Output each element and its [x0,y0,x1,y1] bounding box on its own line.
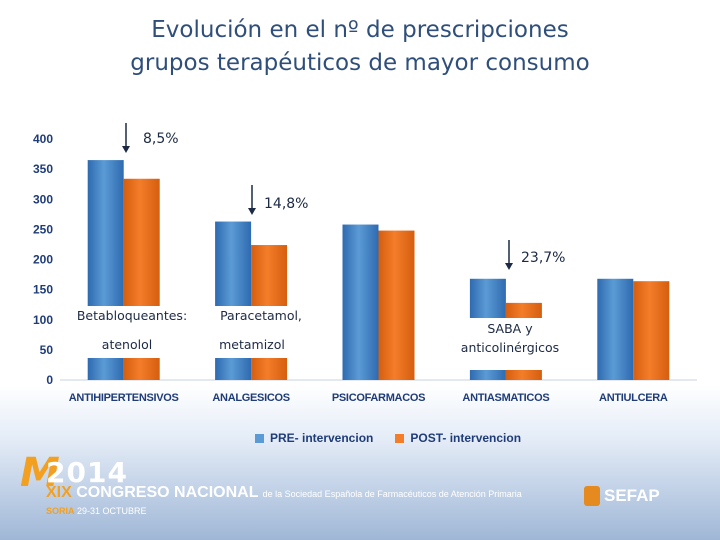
annotation-line-1: Paracetamol, [220,308,302,323]
annotation-box [70,306,194,358]
bar-pre-antiulcera [597,278,634,380]
y-tick-label: 250 [33,222,53,236]
x-tick-label: ANTIULCERA [599,392,668,404]
y-tick-label: 50 [40,343,54,357]
annotation-percent: 23,7% [521,250,565,266]
annotation-line-2: metamizol [219,337,285,352]
x-tick-label: PSICOFARMACOS [332,392,425,404]
legend-label-post: POST- intervencion [410,431,522,445]
legend-label-pre: PRE- intervencion [270,431,374,445]
x-tick-label: ANALGESICOS [212,392,289,404]
congress-name: XIX CONGRESO NACIONAL de la Sociedad Esp… [46,484,522,502]
annotation-line-1: Betabloqueantes: [77,308,187,323]
legend-item-post: POST- intervencion [395,431,521,445]
congress-dates: 29-31 OCTUBRE [77,506,147,516]
x-tick-label: ANTIHIPERTENSIVOS [69,392,179,404]
annotation-box [454,318,566,370]
annotation-arrow-head [248,208,256,215]
bar-pre-psicofarmacos [342,224,379,380]
bar-post-antiulcera [633,281,670,380]
congress-edition: XIX [46,484,72,501]
congress-title: CONGRESO NACIONAL [76,484,259,501]
y-tick-label: 300 [33,192,53,206]
sefap-logo-text: SEFAP [604,486,660,505]
y-tick-label: 150 [33,283,53,297]
chart-title-line-1: Evolución en el nº de prescripciones [151,17,569,43]
annotation-line-2: anticolinérgicos [461,340,559,355]
y-tick-label: 200 [33,253,53,267]
chart-title: Evolución en el nº de prescripciones gru… [0,14,720,80]
annotation-percent: 14,8% [264,196,308,212]
congress-city: SORIA [46,506,75,516]
legend-swatch-pre [255,433,264,443]
x-tick-label: ANTIASMATICOS [462,392,549,404]
chart-title-line-2: grupos terapéuticos de mayor consumo [130,50,590,76]
y-tick-label: 0 [46,373,53,387]
sefap-logo: SEFAP [584,486,660,506]
congress-logo-letter: M [20,450,60,496]
annotation-line-1: SABA y [487,321,533,336]
y-tick-label: 350 [33,162,53,176]
y-tick-label: 100 [33,313,53,327]
annotation-line-2: atenolol [102,337,152,352]
annotation-arrow-head [505,263,513,270]
congress-date: SORIA 29-31 OCTUBRE [46,506,147,516]
annotation-box [211,306,311,358]
chart-legend: PRE- intervencion POST- intervencion [255,431,521,445]
congress-year: 2014 [46,456,128,489]
congress-subtitle: de la Sociedad Española de Farmacéuticos… [262,489,522,499]
legend-item-pre: PRE- intervencion [255,431,373,445]
footer-banner [0,385,720,540]
legend-swatch-post [395,433,405,443]
annotation-arrow-head [122,146,130,153]
y-tick-label: 400 [33,132,53,146]
sefap-logo-icon [584,486,600,506]
annotation-percent: 8,5% [143,131,179,147]
bar-post-psicofarmacos [378,230,415,380]
